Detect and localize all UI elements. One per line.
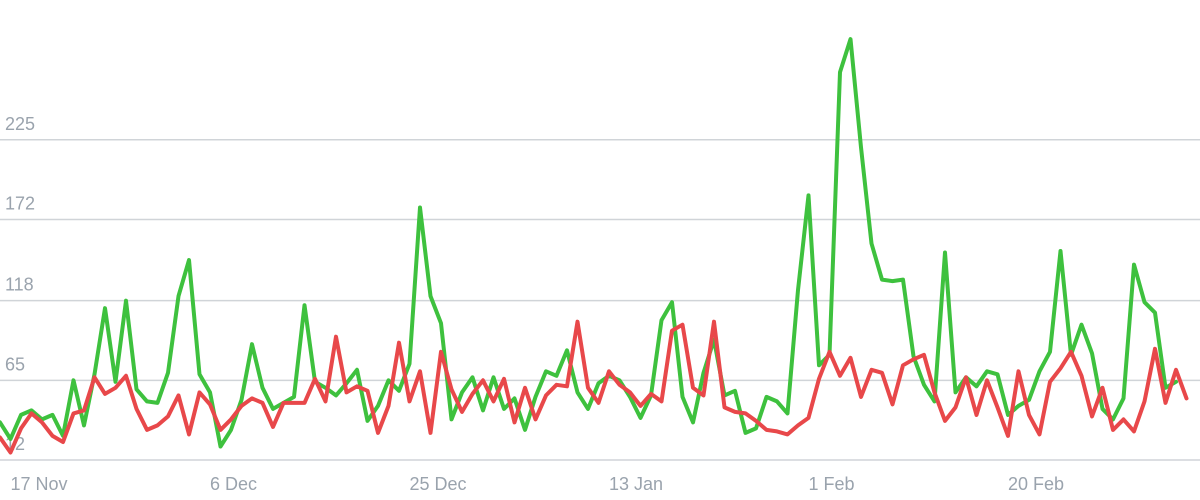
series-line-2 bbox=[0, 319, 1189, 455]
x-tick-label: 1 Feb bbox=[809, 474, 855, 494]
x-tick-label: 20 Feb bbox=[1008, 474, 1064, 494]
y-tick-label: 172 bbox=[5, 193, 35, 213]
series-lines bbox=[0, 37, 1189, 455]
x-tick-label: 13 Jan bbox=[609, 474, 663, 494]
y-tick-label: 65 bbox=[5, 354, 25, 374]
x-tick-label: 17 Nov bbox=[11, 474, 68, 494]
y-tick-label: 225 bbox=[5, 114, 35, 134]
x-tick-label: 6 Dec bbox=[210, 474, 257, 494]
series-line-1 bbox=[0, 37, 1178, 449]
x-tick-label: 25 Dec bbox=[410, 474, 467, 494]
grid-lines bbox=[0, 139, 1200, 461]
x-axis-labels: 17 Nov 6 Dec 25 Dec 13 Jan 1 Feb 20 Feb bbox=[11, 474, 1065, 494]
y-tick-label: 118 bbox=[5, 275, 34, 295]
